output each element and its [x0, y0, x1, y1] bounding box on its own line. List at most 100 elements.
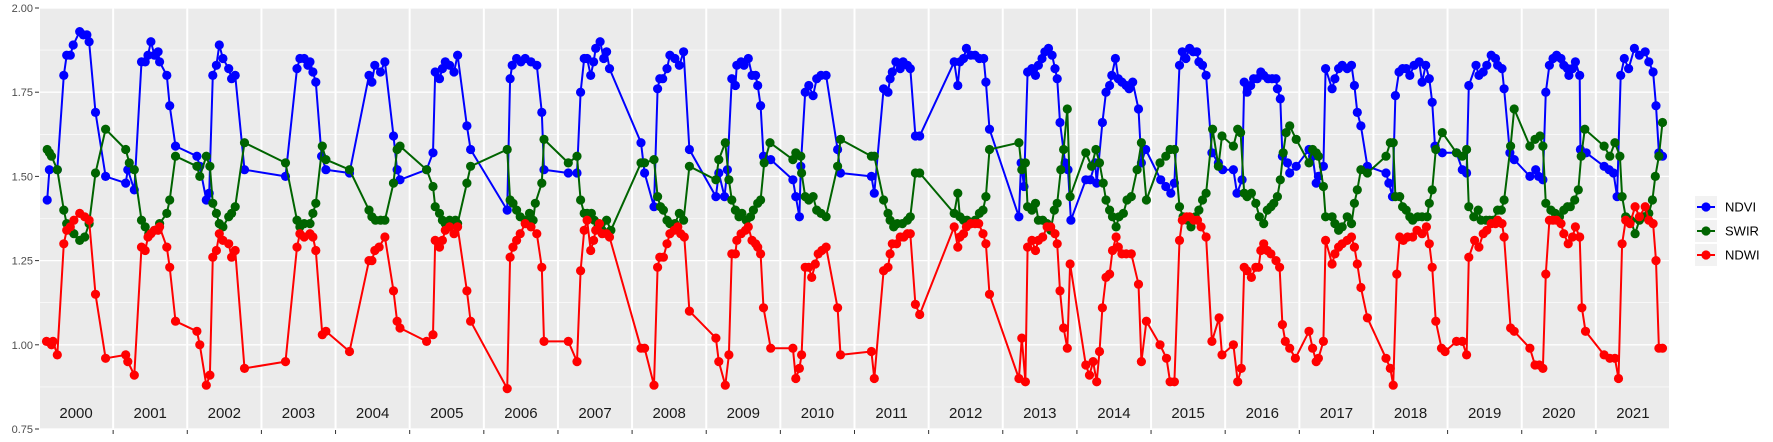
ndwi-point: [1634, 212, 1644, 222]
swir-point: [1535, 131, 1545, 141]
swir-point: [1027, 205, 1037, 215]
ndwi-point: [380, 232, 390, 242]
ndwi-point: [582, 215, 592, 225]
facet-label-2021: 2021: [1616, 405, 1649, 422]
swir-point: [1213, 161, 1223, 171]
ndwi-point: [1030, 245, 1041, 256]
ndwi-point: [1196, 222, 1206, 232]
ndwi-point: [1657, 343, 1668, 353]
ndvi-point: [1105, 80, 1115, 91]
swir-point: [1091, 144, 1101, 155]
ndwi-point: [123, 357, 133, 367]
ndwi-point: [1349, 242, 1359, 252]
ndwi-point: [1161, 353, 1172, 363]
ndvi-point: [1541, 87, 1551, 97]
ndvi-point: [1192, 47, 1202, 57]
swir-point: [563, 158, 573, 168]
ndvi-point: [730, 80, 741, 91]
ndwi-point: [162, 242, 172, 252]
ndwi-point: [905, 229, 915, 239]
ndwi-point: [797, 350, 807, 360]
swir-point: [280, 158, 291, 168]
ndvi-point: [653, 84, 663, 94]
ndwi-point: [869, 373, 879, 384]
ndwi-point: [1327, 259, 1337, 269]
legend-item-ndwi: NDWI: [1695, 244, 1760, 266]
ndvi-point: [1471, 60, 1481, 70]
ndvi-point: [305, 57, 315, 67]
ndvi-point: [505, 74, 515, 84]
ndvi-point: [670, 53, 680, 64]
ndwi-point: [1362, 313, 1372, 323]
ndvi-point: [308, 67, 318, 77]
facet-label-2000: 2000: [59, 405, 92, 422]
swir-point: [879, 195, 889, 205]
ndwi-point: [1470, 235, 1480, 245]
ndvi-point: [1352, 107, 1362, 117]
ndwi-point: [949, 222, 959, 232]
ndwi-point: [1497, 219, 1507, 229]
swir-point: [821, 212, 831, 222]
ndwi-point: [1321, 235, 1331, 245]
swir-point: [395, 141, 405, 151]
facet-label-2011: 2011: [875, 405, 907, 422]
swir-point: [833, 161, 843, 171]
swir-point: [69, 229, 79, 239]
swir-point: [1388, 138, 1398, 148]
ndwi-point: [866, 346, 877, 357]
ndwi-point: [59, 239, 69, 249]
swir-point: [1615, 151, 1625, 161]
ndwi-point: [658, 252, 669, 262]
ndwi-point: [1174, 235, 1185, 245]
ndvi-point: [42, 195, 52, 205]
swir-point: [1349, 198, 1359, 208]
swir-point: [1194, 205, 1204, 215]
ndvi-point: [804, 80, 814, 91]
facet-label-2003: 2003: [282, 405, 315, 422]
swir-point: [530, 198, 540, 208]
ndvi-point: [1052, 74, 1062, 84]
swir-point: [195, 171, 205, 181]
ndvi-point: [162, 70, 172, 80]
swir-point: [576, 195, 586, 205]
ndwi-point: [502, 384, 512, 394]
ndwi-point: [1625, 219, 1635, 229]
swir-point: [1020, 158, 1030, 168]
ndvi-point: [537, 107, 547, 117]
swir-point: [1014, 138, 1024, 148]
ndwi-point: [1427, 262, 1437, 272]
swir-point: [52, 165, 62, 175]
ndwi-point: [791, 373, 801, 384]
ndvi-point: [1421, 60, 1431, 70]
ndvi-point: [591, 43, 601, 54]
swir-point: [1650, 171, 1660, 181]
swir-point: [1304, 158, 1314, 168]
ndwi-point: [1050, 229, 1060, 239]
ndwi-point: [1228, 340, 1238, 350]
swir-point: [59, 205, 69, 215]
ndwi-point: [1236, 363, 1246, 373]
swir-point: [1285, 121, 1295, 131]
facet-label-2017: 2017: [1320, 405, 1353, 422]
ndvi-point: [958, 53, 969, 64]
ndwi-point: [732, 235, 742, 245]
ndvi-point: [1271, 74, 1281, 84]
swir-point: [218, 222, 228, 232]
ndvi-point: [1538, 175, 1548, 185]
ndwi-point: [572, 357, 582, 367]
swir-point: [796, 151, 806, 161]
ndwi-point: [1577, 303, 1587, 313]
ndwi-point: [1136, 357, 1146, 367]
ndvi-point: [640, 168, 650, 178]
swir-point: [759, 158, 769, 168]
ndwi-point: [1275, 262, 1285, 272]
swir-point: [835, 134, 846, 144]
ndwi-point: [1525, 343, 1535, 353]
ndwi-point: [1440, 346, 1450, 357]
ndwi-point: [821, 242, 831, 252]
ndwi-point: [662, 239, 672, 249]
ndvi-point: [719, 192, 730, 202]
facet-label-2004: 2004: [356, 405, 389, 422]
ndwi-point: [1038, 232, 1048, 242]
swir-point: [1462, 144, 1472, 155]
